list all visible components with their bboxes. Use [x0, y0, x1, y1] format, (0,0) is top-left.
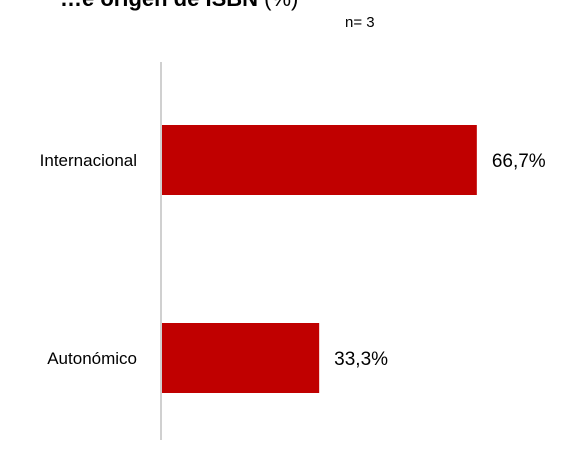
bar-internacional [162, 125, 477, 195]
chart-title: …e origen de ISBN (%) [60, 0, 298, 12]
sample-size-prefix: n= [345, 14, 363, 31]
sample-size-label: n= 3 [345, 14, 375, 31]
value-label-autonomico: 33,3% [334, 349, 388, 370]
chart-title-text: …e origen de ISBN [60, 0, 258, 11]
chart-title-unit: (%) [264, 0, 298, 11]
bar-autonomico [162, 323, 320, 393]
category-label-autonomico: Autonómico [47, 349, 137, 368]
category-label-internacional: Internacional [40, 151, 137, 170]
value-label-internacional: 66,7% [492, 151, 546, 172]
sample-size-value: 3 [366, 14, 375, 31]
